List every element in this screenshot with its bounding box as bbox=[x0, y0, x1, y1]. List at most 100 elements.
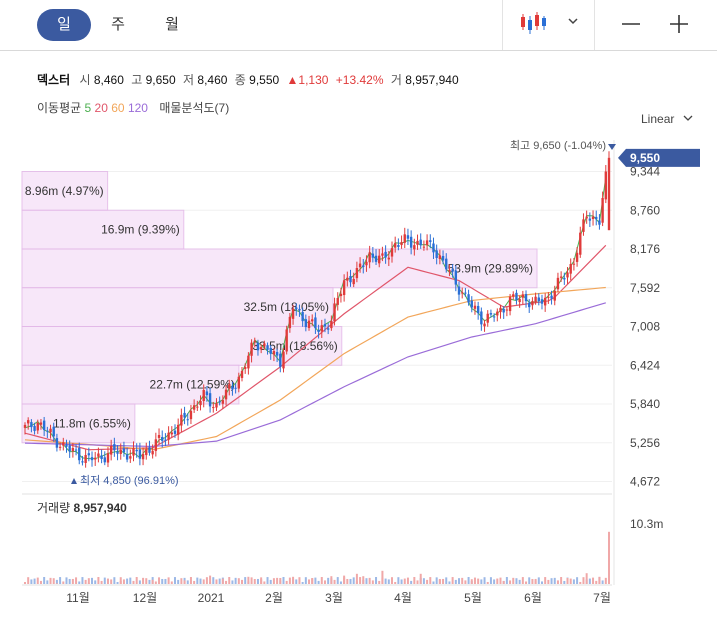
candle-body bbox=[540, 299, 544, 304]
chart-type-dropdown[interactable] bbox=[560, 0, 586, 50]
volume-bar bbox=[432, 581, 435, 584]
volume-bar bbox=[237, 578, 240, 584]
candle-body bbox=[470, 300, 473, 308]
volume-bar bbox=[390, 577, 393, 584]
candle-body bbox=[528, 302, 531, 308]
candle-body bbox=[339, 293, 343, 297]
candle-body bbox=[601, 197, 604, 223]
candle-body bbox=[291, 308, 295, 319]
candle-body bbox=[537, 297, 540, 302]
volume-bar bbox=[234, 577, 237, 584]
tab-monthly[interactable]: 월 bbox=[165, 16, 179, 33]
candle-body bbox=[365, 261, 368, 266]
volume-bar bbox=[311, 578, 314, 584]
candle-body bbox=[256, 342, 260, 351]
candle-body bbox=[429, 240, 432, 242]
volume-bar bbox=[256, 578, 259, 584]
candle-body bbox=[71, 447, 75, 452]
candle-body bbox=[49, 428, 52, 433]
candle-body bbox=[461, 292, 464, 294]
chart-type-button[interactable] bbox=[510, 0, 550, 50]
volume-bar bbox=[288, 577, 291, 584]
candle-body bbox=[285, 329, 288, 352]
tab-daily[interactable]: 일 bbox=[37, 9, 91, 41]
volume-bar bbox=[553, 577, 556, 584]
candle-body bbox=[39, 422, 43, 425]
volume-label: 거 bbox=[390, 73, 402, 87]
ma-label[interactable]: 이동평균 bbox=[37, 101, 82, 115]
volume-bar bbox=[24, 582, 26, 584]
candle-body bbox=[553, 290, 556, 301]
y-tick-label: 8,760 bbox=[630, 203, 660, 217]
candle-body bbox=[26, 420, 30, 424]
volume-bar bbox=[46, 580, 49, 584]
divider bbox=[594, 0, 595, 50]
candle-body bbox=[406, 235, 410, 239]
volume-bar bbox=[126, 578, 129, 584]
candle-body bbox=[378, 255, 381, 264]
candle-body bbox=[579, 232, 582, 255]
volume-bar bbox=[486, 581, 489, 584]
volume-profile-bar bbox=[21, 248, 538, 289]
candle-body bbox=[141, 454, 145, 460]
zoom-out-button[interactable] bbox=[614, 0, 648, 50]
tab-weekly[interactable]: 주 bbox=[111, 16, 125, 33]
ma-60-label: 60 bbox=[111, 101, 125, 115]
candle-body bbox=[215, 403, 218, 408]
volume-bar bbox=[209, 575, 212, 584]
low-label: 저 bbox=[183, 73, 195, 87]
candle-body bbox=[416, 240, 419, 245]
candle-body bbox=[588, 218, 592, 221]
y-tick-label: 7,592 bbox=[630, 281, 660, 295]
candle-body bbox=[90, 457, 94, 461]
candle-body bbox=[221, 400, 225, 404]
candle-body bbox=[125, 454, 129, 460]
zoom-in-button[interactable] bbox=[662, 0, 696, 50]
candle-body bbox=[393, 243, 397, 248]
high-value: 9,650 bbox=[145, 73, 176, 87]
candle-body bbox=[78, 447, 81, 461]
volume-axis-max: 10.3m bbox=[630, 517, 663, 531]
candle-body bbox=[499, 307, 502, 313]
candle-body bbox=[208, 393, 212, 407]
volume-bar bbox=[336, 577, 339, 584]
volume-bar bbox=[470, 579, 473, 584]
volume-bar bbox=[566, 578, 569, 584]
candle-body bbox=[84, 455, 87, 463]
candle-body bbox=[113, 444, 116, 451]
volume-bar bbox=[135, 577, 138, 584]
candle-body bbox=[563, 278, 566, 280]
candle-body bbox=[358, 263, 362, 268]
volume-bar bbox=[49, 577, 52, 584]
change-percent: +13.42% bbox=[335, 73, 384, 87]
candle-body bbox=[138, 449, 142, 459]
candle-body bbox=[58, 446, 62, 448]
candle-body bbox=[397, 245, 400, 247]
volume-bar bbox=[177, 579, 180, 584]
candle-body bbox=[231, 386, 234, 390]
volume-bar bbox=[480, 579, 483, 584]
candle-body bbox=[46, 430, 49, 432]
candle-body bbox=[269, 347, 272, 354]
indicator-legend: 이동평균 5 20 60 120 매물분석도(7) bbox=[37, 99, 229, 116]
candle-body bbox=[492, 316, 496, 318]
volume-bar bbox=[167, 577, 170, 584]
volume-bar bbox=[317, 580, 320, 584]
volume-bar bbox=[576, 577, 579, 584]
sales-analysis-label[interactable]: 매물분석도(7) bbox=[159, 101, 230, 115]
volume-bar bbox=[87, 578, 90, 584]
volume-bar bbox=[272, 578, 275, 584]
volume-profile-bar bbox=[21, 171, 109, 211]
candle-body bbox=[435, 250, 438, 259]
volume-bar bbox=[250, 577, 253, 584]
candle-body bbox=[390, 248, 394, 257]
candle-body bbox=[572, 263, 576, 265]
scale-mode-dropdown[interactable]: Linear bbox=[641, 112, 694, 126]
candle-body bbox=[237, 376, 241, 389]
candle-body bbox=[371, 253, 375, 258]
volume-bar bbox=[154, 581, 157, 584]
volume-bar bbox=[282, 577, 285, 584]
volume-bar bbox=[263, 581, 266, 584]
volume-bar bbox=[106, 578, 109, 584]
